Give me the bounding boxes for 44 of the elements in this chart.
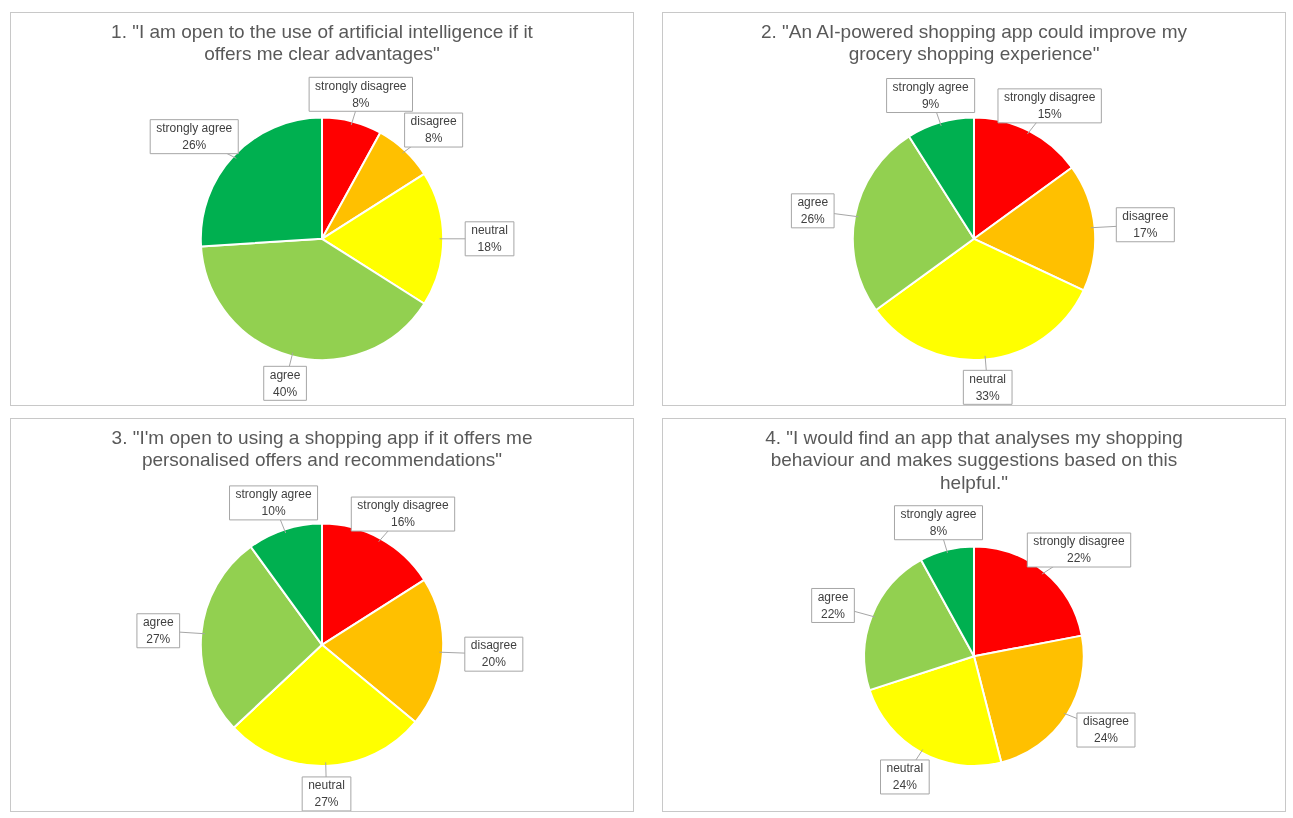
data-label: 8% bbox=[352, 95, 370, 110]
slice-label: strongly disagree bbox=[1003, 90, 1096, 105]
slice-label: neutral bbox=[886, 761, 924, 776]
data-label: 8% bbox=[424, 131, 443, 146]
chart-title: 4. "I would find an app that analyses my shopping behaviour and makes suggestions based on this helpful." bbox=[765, 426, 1183, 494]
slice-label: neutral bbox=[471, 223, 508, 238]
slice-label: strongly agree bbox=[235, 487, 312, 502]
data-label: 10% bbox=[261, 504, 286, 519]
chart-title: 3. "I'm open to using a shopping app if it offers me personalised offers and recommendations" bbox=[111, 426, 533, 471]
slice-label: agree bbox=[817, 589, 849, 604]
data-label: 15% bbox=[1037, 107, 1062, 122]
data-label: 40% bbox=[273, 384, 298, 399]
data-label: 27% bbox=[146, 632, 171, 647]
chart-title: 1. "I am open to the use of artificial intelligence if it offers me clear advantages" bbox=[111, 20, 534, 65]
slice-label: disagree bbox=[1122, 209, 1169, 224]
data-label: 20% bbox=[481, 655, 507, 670]
data-label: 17% bbox=[1133, 226, 1158, 241]
data-label: 9% bbox=[921, 96, 940, 111]
data-label: 8% bbox=[929, 524, 948, 539]
slice-label: strongly agree bbox=[900, 507, 977, 522]
data-label: 22% bbox=[820, 606, 846, 621]
chart-title: 2. "An AI-powered shopping app could improve my grocery shopping experience" bbox=[760, 20, 1188, 65]
slice-label: disagree bbox=[470, 638, 518, 653]
slice-label: agree bbox=[797, 195, 829, 210]
data-label: 24% bbox=[892, 778, 918, 793]
slice-label: strongly agree bbox=[156, 120, 233, 135]
data-label: 26% bbox=[182, 137, 207, 152]
slice-label: strongly disagree bbox=[1033, 534, 1126, 549]
slice-label: neutral bbox=[308, 778, 345, 793]
slice-label: agree bbox=[269, 367, 301, 382]
data-label: 26% bbox=[800, 212, 826, 227]
slice-label: strongly agree bbox=[892, 79, 969, 94]
slice-label: strongly disagree bbox=[357, 498, 449, 513]
data-label: 27% bbox=[314, 795, 339, 810]
data-label: 24% bbox=[1093, 731, 1119, 746]
data-label: 33% bbox=[975, 388, 1001, 403]
slice-label: disagree bbox=[1082, 714, 1130, 729]
slice-label: neutral bbox=[969, 371, 1007, 386]
slice-label: agree bbox=[142, 615, 174, 630]
data-label: 16% bbox=[390, 515, 416, 530]
data-label: 22% bbox=[1067, 551, 1092, 566]
slice-label: disagree bbox=[410, 114, 457, 129]
slice-label: strongly disagree bbox=[315, 78, 407, 93]
data-label: 18% bbox=[477, 240, 502, 255]
